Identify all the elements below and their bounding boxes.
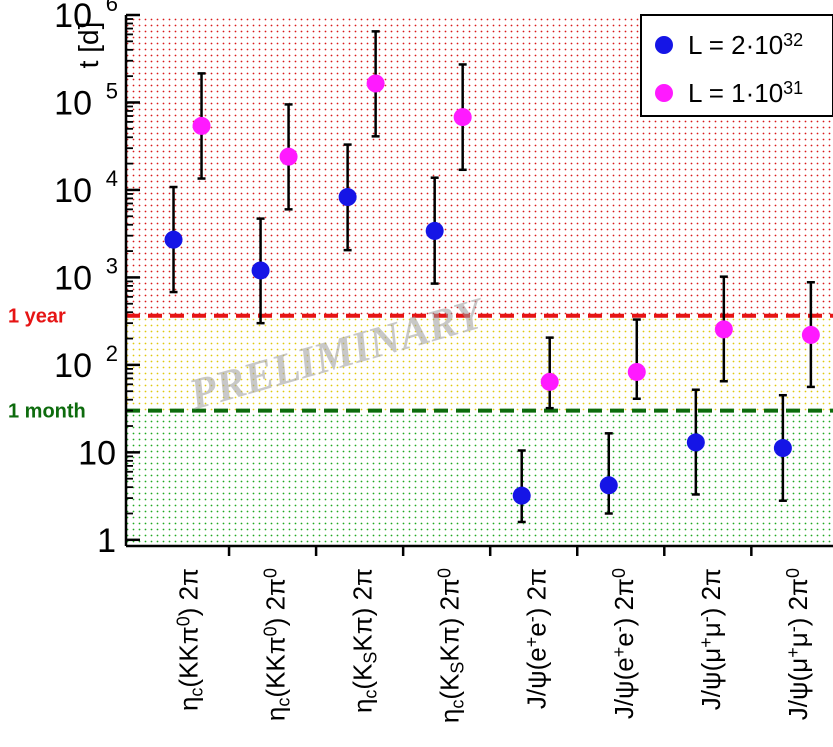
- x-axis-ticks: ηc(KKπ0) 2π ηc(KKπ0) 2π0 ηc(KSKπ) 2π ηc(KSK…: [173, 546, 813, 723]
- x-tick-label: ηc(KKπ0) 2π: [173, 568, 206, 711]
- data-point: [801, 325, 820, 344]
- data-point: [164, 230, 183, 249]
- y-tick-label: 10: [54, 84, 92, 122]
- legend-marker: [655, 36, 673, 54]
- x-tick-label: J/ψ(μ+μ-) 2π: [696, 568, 726, 710]
- data-points: [164, 74, 820, 505]
- threshold-label-1: 1 month: [8, 401, 86, 423]
- y-tick-exponent: 6: [106, 0, 118, 16]
- x-tick-label: ηc(KSKπ) 2π: [348, 568, 381, 713]
- data-point: [251, 261, 270, 280]
- x-tick-label: J/ψ(e+e-) 2π0: [609, 568, 639, 719]
- y-tick-label: 10: [78, 434, 116, 472]
- data-point: [453, 108, 472, 127]
- x-tick-label: J/ψ(μ+μ-) 2π0: [783, 568, 813, 720]
- threshold-lines: 1 year 1 month: [8, 306, 833, 423]
- data-point: [279, 147, 298, 166]
- y-tick-exponent: 4: [106, 166, 118, 191]
- y-tick-exponent: 3: [106, 253, 118, 278]
- data-point: [627, 362, 646, 381]
- y-tick-label: 1: [97, 522, 116, 560]
- x-tick-label: J/ψ(e+e-) 2π: [522, 568, 552, 709]
- legend-box: [640, 14, 833, 117]
- data-point: [192, 116, 211, 135]
- data-point: [714, 320, 733, 339]
- y-tick-label: 10: [54, 347, 92, 385]
- data-point: [773, 439, 792, 458]
- region-under-one-month: [126, 410, 833, 546]
- y-tick-exponent: 2: [106, 341, 118, 366]
- data-point: [686, 433, 705, 452]
- y-axis-label: t [d]: [73, 22, 104, 69]
- legend-marker: [655, 84, 673, 102]
- y-tick-label: 10: [54, 259, 92, 297]
- y-tick-label: 10: [54, 0, 92, 35]
- data-point: [540, 372, 559, 391]
- data-point: [425, 221, 444, 240]
- y-tick-exponent: 5: [106, 78, 118, 103]
- y-axis-ticks: 1 10 10 2 10 3 10 4 10 5 10 6: [54, 0, 140, 560]
- threshold-label-0: 1 year: [8, 306, 66, 328]
- y-tick-label: 10: [54, 172, 92, 210]
- data-point: [366, 74, 385, 93]
- x-tick-label: ηc(KSKπ) 2π0: [435, 568, 468, 723]
- data-point: [512, 486, 531, 505]
- data-point: [599, 476, 618, 495]
- x-tick-label: ηc(KKπ0) 2π0: [260, 568, 293, 721]
- data-point: [338, 188, 357, 207]
